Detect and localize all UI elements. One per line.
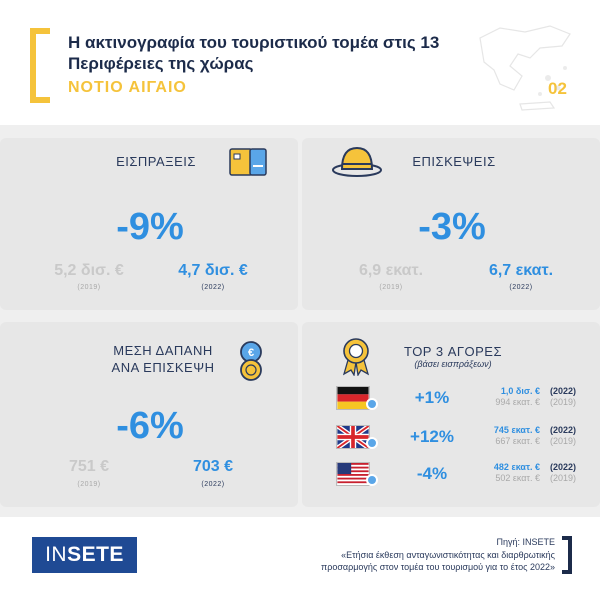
receipts-new-year: (2022) <box>201 284 225 291</box>
receipts-label: ΕΙΣΠΡΑΞΕΙΣ <box>116 154 196 169</box>
spend-old-year: (2019) <box>77 481 101 488</box>
insete-logo: INSETE <box>32 537 137 573</box>
spend-change: -6% <box>116 405 184 447</box>
receipts-new-value: 4,7 δισ. € <box>178 262 248 279</box>
visits-new-value: 6,7 εκατ. <box>488 262 554 279</box>
left-bracket-decoration <box>30 28 50 103</box>
spend-new-value: 703 € <box>192 458 234 475</box>
coins-icon: € <box>240 341 262 381</box>
market-value-2019: 667 εκατ. € <box>495 436 540 446</box>
svg-text:€: € <box>248 347 254 359</box>
spend-new-year: (2022) <box>201 481 225 488</box>
market-row-usa: -4% 482 εκατ. € 502 εκατ. € (2022) (2019… <box>336 460 586 492</box>
market-value-2022: 745 εκατ. € <box>493 425 540 435</box>
markets-title: TOP 3 ΑΓΟΡΕΣ <box>403 344 503 359</box>
visits-old-year: (2019) <box>379 284 403 291</box>
badge-icon <box>366 398 378 410</box>
credit-card-icon <box>229 148 267 176</box>
source-text: «Ετήσια έκθεση ανταγωνιστικότητας και δι… <box>320 550 555 572</box>
sun-hat-icon <box>332 146 382 177</box>
market-year-2019: (2019) <box>550 473 577 483</box>
spend-label-line1: ΜΕΣΗ ΔΑΠΑΝΗ <box>113 343 213 358</box>
market-year-2019: (2019) <box>550 436 577 446</box>
visits-new-year: (2022) <box>509 284 533 291</box>
page-number: 02 <box>548 79 567 99</box>
greece-map-icon <box>479 25 571 111</box>
header: Η ακτινογραφία του τουριστικού τομέα στι… <box>0 0 600 125</box>
logo-part1: IN <box>45 543 68 566</box>
market-row-germany: +1% 1,0 δισ. € 994 εκατ. € (2022) (2019) <box>336 384 586 416</box>
badge-icon <box>366 474 378 486</box>
market-change: -4% <box>416 464 448 483</box>
market-year-2022: (2022) <box>550 386 577 396</box>
receipts-change: -9% <box>116 206 184 248</box>
visits-change: -3% <box>418 206 486 248</box>
spend-label-line2: ΑΝΑ ΕΠΙΣΚΕΨΗ <box>111 360 215 375</box>
market-year-2022: (2022) <box>550 425 577 435</box>
region-name: ΝΟΤΙΟ ΑΙΓΑΙΟ <box>68 79 187 96</box>
uk-flag-icon <box>336 425 370 449</box>
market-change: +1% <box>414 388 450 407</box>
receipts-old-year: (2019) <box>77 284 101 291</box>
markets-subtitle: (βάσει εισπράξεων) <box>414 359 492 369</box>
page-title: Η ακτινογραφία του τουριστικού τομέα στι… <box>68 33 440 73</box>
market-value-2022: 482 εκατ. € <box>493 462 540 472</box>
market-value-2019: 994 εκατ. € <box>495 397 540 407</box>
market-year-2019: (2019) <box>550 397 577 407</box>
logo-part2: SETE <box>67 543 124 566</box>
right-bracket-decoration <box>562 536 572 574</box>
spend-old-value: 751 € <box>68 458 110 475</box>
visits-label: ΕΠΙΣΚΕΨΕΙΣ <box>412 154 496 169</box>
usa-flag-icon <box>336 462 370 486</box>
germany-flag-icon <box>336 386 370 410</box>
market-value-2019: 502 εκατ. € <box>495 473 540 483</box>
receipts-old-value: 5,2 δισ. € <box>54 262 124 279</box>
market-year-2022: (2022) <box>550 462 577 472</box>
market-row-uk: +12% 745 εκατ. € 667 εκατ. € (2022) (201… <box>336 423 586 455</box>
award-ribbon-icon <box>342 338 370 376</box>
market-change: +12% <box>410 427 454 446</box>
badge-icon <box>366 437 378 449</box>
source-label: Πηγή: INSETE <box>496 537 555 547</box>
market-value-2022: 1,0 δισ. € <box>500 386 540 396</box>
visits-old-value: 6,9 εκατ. <box>358 262 424 279</box>
